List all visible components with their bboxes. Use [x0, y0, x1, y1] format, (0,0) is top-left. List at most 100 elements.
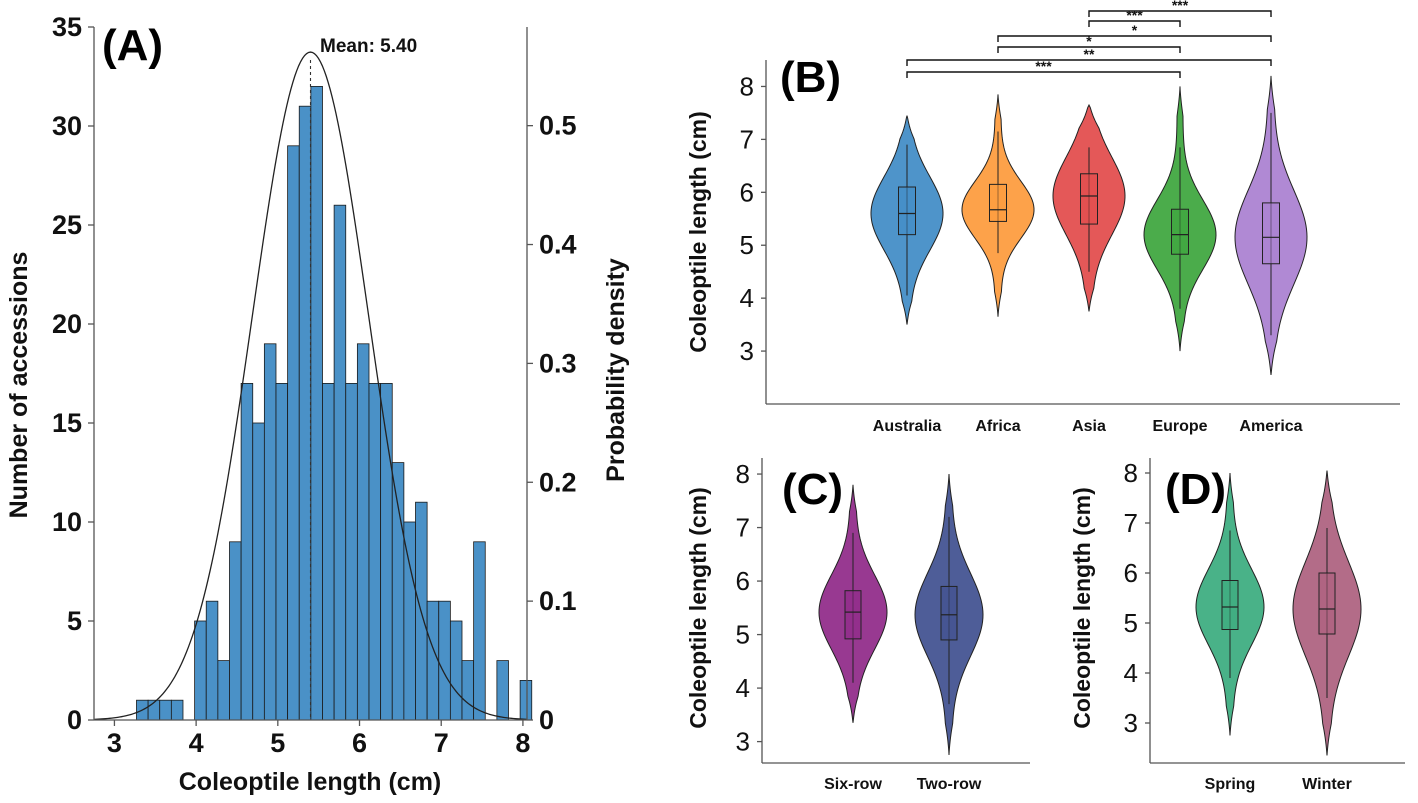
- category-label: Six-row: [824, 776, 882, 793]
- region-violin-panel: 3 4 5 6 7 8 Australia Africa Asia Europe America Co…: [685, 0, 1400, 435]
- significance-bracket: [997, 46, 1181, 53]
- histogram-bar: [473, 541, 486, 721]
- violin-box: [1171, 208, 1189, 255]
- histogram-bar: [461, 660, 475, 721]
- y-axis-title: Coleoptile length (cm): [685, 111, 711, 353]
- x-tick-label: 3: [107, 728, 122, 758]
- histogram-bar: [217, 660, 230, 721]
- y2-tick-label: 0.4: [539, 230, 577, 260]
- violin-box: [1221, 580, 1239, 630]
- y-tick-label: 3: [740, 336, 754, 366]
- y2-tick-label: 0.5: [539, 111, 577, 141]
- histogram-bar: [426, 600, 440, 721]
- y-tick-label: 15: [52, 408, 82, 438]
- histogram-bar: [229, 541, 242, 721]
- significance-bracket: [1088, 10, 1272, 17]
- category-label: Asia: [1072, 418, 1106, 435]
- normal-density-curve: [93, 51, 528, 721]
- y2-tick-label: 0.1: [539, 586, 577, 616]
- y-tick-label: 3: [1124, 708, 1138, 738]
- y-tick-label: 0: [67, 705, 82, 735]
- x-tick-label: 5: [270, 728, 285, 758]
- violin-box: [989, 183, 1007, 222]
- y-tick-label: 6: [1124, 558, 1138, 588]
- histogram-bar: [356, 343, 370, 721]
- y-tick-label: 3: [736, 727, 750, 757]
- panel-label: (D): [1165, 465, 1226, 514]
- category-label: Spring: [1205, 776, 1256, 793]
- histogram-bar: [449, 620, 463, 721]
- violin-box: [1080, 173, 1098, 225]
- violin-box: [1318, 572, 1336, 635]
- x-tick-label: 8: [515, 728, 530, 758]
- significance-label: **: [1084, 46, 1095, 62]
- y-tick-label: 30: [52, 111, 82, 141]
- histogram-bar: [170, 699, 184, 721]
- y-tick-label: 6: [740, 177, 754, 207]
- x-tick-label: 6: [352, 728, 367, 758]
- significance-label: ***: [1172, 0, 1189, 13]
- y-tick-label: 7: [740, 124, 754, 154]
- histogram-bar: [287, 145, 300, 721]
- violin-box: [940, 585, 958, 641]
- significance-bracket: [906, 71, 1181, 78]
- y-tick-label: 8: [740, 71, 754, 101]
- violin-box: [1262, 202, 1280, 265]
- y-tick-label: 4: [740, 283, 754, 313]
- y-tick-label: 7: [1124, 508, 1138, 538]
- panel-label-a: (A): [102, 21, 163, 70]
- x-tick-label: 7: [434, 728, 449, 758]
- y2-tick-label: 0.3: [539, 348, 577, 378]
- histogram-bar: [275, 382, 289, 721]
- category-label: Australia: [873, 418, 942, 435]
- mean-label: Mean: 5.40: [320, 36, 417, 57]
- significance-label: ***: [1126, 7, 1143, 23]
- histogram-bar: [519, 680, 533, 721]
- histogram-panel: Mean: 5.403 4 5 6 7 80510152025303500.10.20.3…: [5, 12, 630, 796]
- season-violin-panel: 3 4 5 6 7 8 Spring Winter Coleoptile length (cm)…: [1069, 458, 1405, 793]
- histogram-bar: [240, 382, 254, 721]
- rowtype-violin-panel: 3 4 5 6 7 8 Six-row Two-row Coleoptile length (c…: [685, 458, 1030, 793]
- y-tick-label: 7: [736, 513, 750, 543]
- category-label: Winter: [1302, 776, 1352, 793]
- y-tick-label: 4: [1124, 658, 1138, 688]
- histogram-bar: [333, 204, 347, 721]
- histogram-bar: [310, 86, 323, 721]
- category-label: Two-row: [917, 776, 982, 793]
- histogram-bar: [205, 600, 219, 721]
- significance-label: *: [1132, 22, 1138, 38]
- y-tick-label: 25: [52, 210, 82, 240]
- histogram-bar: [391, 462, 405, 721]
- histogram-bar: [263, 343, 277, 721]
- histogram-bar: [252, 422, 265, 721]
- y2-tick-label: 0: [539, 705, 554, 735]
- histogram-bar: [298, 105, 312, 721]
- y-axis-title: Coleoptile length (cm): [1069, 487, 1095, 729]
- y-tick-label: 35: [52, 12, 82, 42]
- y-tick-label: 4: [736, 673, 750, 703]
- significance-label: ***: [1035, 58, 1052, 74]
- category-label: Africa: [975, 418, 1020, 435]
- significance-bracket: [1088, 20, 1181, 27]
- violin-box: [898, 186, 916, 236]
- y-tick-label: 10: [52, 507, 82, 537]
- category-label: America: [1239, 418, 1302, 435]
- y-tick-label: 8: [1124, 458, 1138, 488]
- histogram-bar: [345, 382, 358, 721]
- y-tick-label: 5: [740, 230, 754, 260]
- y-tick-label: 6: [736, 566, 750, 596]
- x-tick-label: 4: [189, 728, 204, 758]
- significance-bracket: [906, 59, 1272, 66]
- y-axis-title: Coleoptile length (cm): [685, 487, 711, 729]
- panel-label: (B): [780, 53, 841, 102]
- histogram-bar: [496, 660, 509, 721]
- panel-label: (C): [782, 465, 843, 514]
- y-tick-label: 5: [67, 606, 82, 636]
- x-axis-title: Coleoptile length (cm): [179, 768, 442, 796]
- histogram-bar: [159, 699, 172, 721]
- histogram-bar: [438, 600, 451, 721]
- y-tick-label: 8: [736, 459, 750, 489]
- histogram-bar: [403, 521, 416, 721]
- histogram-bar: [368, 382, 382, 721]
- significance-bracket: [997, 35, 1272, 42]
